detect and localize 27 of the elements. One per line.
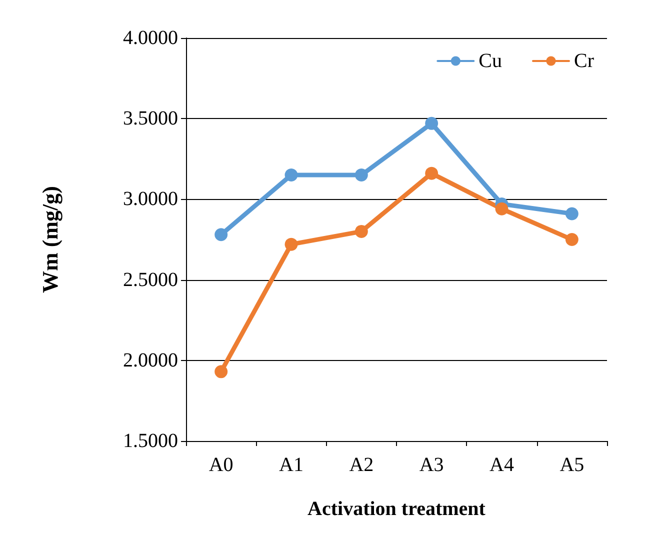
x-tick-label: A4 xyxy=(490,454,514,476)
y-axis-title: Wm (mg/g) xyxy=(38,186,62,293)
point xyxy=(565,207,578,220)
point xyxy=(565,233,578,246)
point xyxy=(425,166,438,180)
point xyxy=(354,224,368,238)
legend-label: Cu xyxy=(478,50,502,72)
x-axis-title: Activation treatment xyxy=(308,498,486,520)
legend-label: Cr xyxy=(574,50,594,72)
x-tick-label: A1 xyxy=(279,454,304,476)
point xyxy=(214,228,228,242)
x-tick-label: A5 xyxy=(560,454,584,476)
x-tick-label: A0 xyxy=(208,454,234,476)
y-tick-label: 2.5000 xyxy=(123,268,178,291)
y-tick-label: 1.5000 xyxy=(123,430,178,452)
y-tick-label: 3.0000 xyxy=(123,188,178,210)
x-tick-label: A2 xyxy=(349,454,374,476)
point xyxy=(284,238,298,251)
point xyxy=(354,168,368,182)
y-tick-label: 2.0000 xyxy=(123,349,178,372)
point xyxy=(425,116,438,130)
y-tick-label: 3.5000 xyxy=(123,108,178,130)
point xyxy=(214,365,228,378)
y-tick-label: 4.0000 xyxy=(123,27,178,49)
x-tick-label: A3 xyxy=(419,454,444,476)
point xyxy=(284,168,298,182)
point xyxy=(495,202,508,216)
